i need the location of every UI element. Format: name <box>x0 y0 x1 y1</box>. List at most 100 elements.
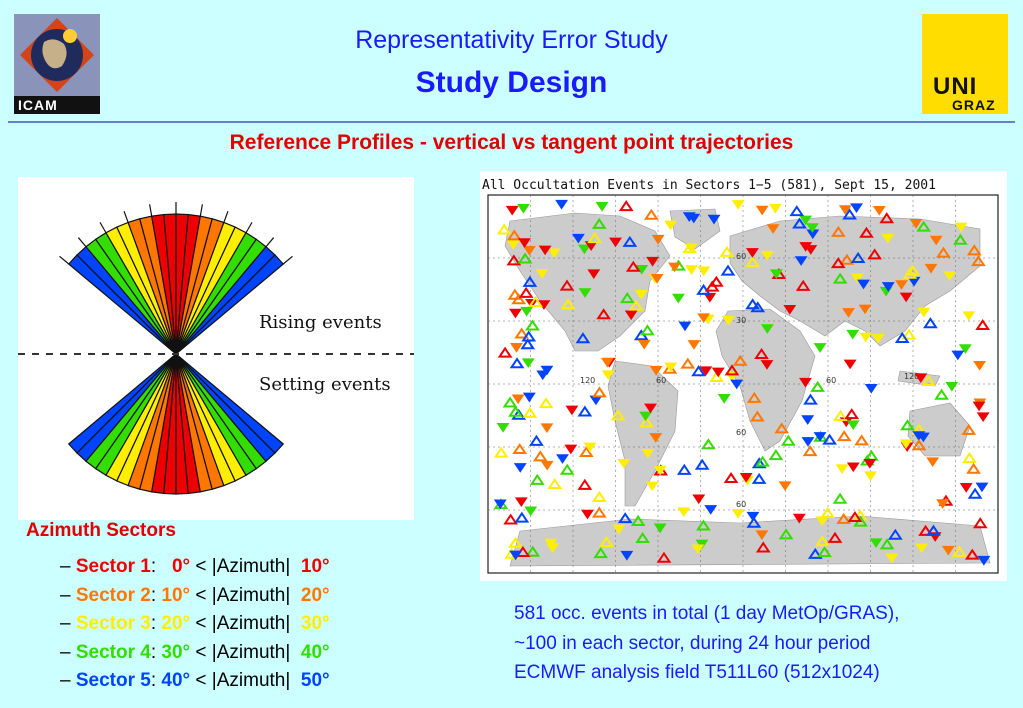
azimuth-fan-figure: Rising events Setting events <box>18 177 414 520</box>
setting-event-marker <box>804 245 818 255</box>
sector-row-3: – Sector 3: 20° < |Azimuth| 30° <box>60 613 330 634</box>
rising-event-marker <box>867 248 883 260</box>
setting-event-marker <box>801 415 815 425</box>
setting-event-marker <box>745 248 759 258</box>
rising-event-marker <box>591 490 607 502</box>
rising-event-marker <box>517 252 533 264</box>
rising-event-marker <box>522 275 538 287</box>
rising-event-marker <box>827 531 843 543</box>
setting-event-marker <box>917 307 931 318</box>
setting-event-marker <box>760 360 774 370</box>
setting-event-marker <box>941 545 955 556</box>
setting-event-marker <box>521 358 535 369</box>
setting-event-marker <box>760 250 774 261</box>
setting-event-marker <box>915 543 929 554</box>
setting-event-marker <box>895 280 908 290</box>
setting-event-marker <box>517 204 530 214</box>
sector-low: 10° <box>161 584 191 606</box>
rising-event-marker <box>844 408 860 420</box>
map-grid-label: 60 <box>736 252 746 261</box>
setting-event-marker <box>650 273 664 284</box>
sector-high: 40° <box>300 641 330 663</box>
slide-heading: Reference Profiles - vertical vs tangent… <box>229 131 794 154</box>
rising-event-marker <box>696 519 711 531</box>
azimuth-sectors-heading: Azimuth Sectors <box>26 520 176 541</box>
rising-event-marker <box>640 324 655 336</box>
rising-event-marker <box>745 256 760 268</box>
setting-event-marker <box>909 219 923 229</box>
setting-event-marker <box>624 310 638 321</box>
rising-event-marker <box>755 541 771 553</box>
setting-event-marker <box>717 393 731 404</box>
setting-event-marker <box>799 377 812 388</box>
setting-event-marker <box>850 273 864 284</box>
rising-event-marker <box>708 275 724 287</box>
rising-event-marker <box>682 242 698 254</box>
setting-event-marker <box>692 494 706 505</box>
rising-event-marker <box>528 295 543 307</box>
rising-event-marker <box>879 538 895 550</box>
rising-event-marker <box>964 548 980 560</box>
sector-list: – Sector 1: 0° < |Azimuth| 10° – Sector … <box>60 553 330 696</box>
setting-event-marker <box>755 530 769 540</box>
rising-event-marker <box>643 208 659 220</box>
rising-event-marker <box>967 487 983 499</box>
rising-event-marker <box>750 410 765 422</box>
setting-event-marker <box>976 412 990 423</box>
info-line-2: ~100 in each sector, during 24 hour peri… <box>514 632 871 654</box>
rising-event-marker <box>529 434 544 446</box>
setting-event-marker <box>571 233 585 244</box>
rising-event-marker <box>560 298 576 310</box>
rising-event-marker <box>578 446 594 458</box>
rising-event-marker <box>493 446 509 458</box>
setting-event-marker <box>739 473 753 483</box>
setting-event-marker <box>783 304 797 315</box>
sector-name: Sector 4 <box>75 641 151 663</box>
rising-event-marker <box>691 365 706 377</box>
rising-event-marker <box>778 528 794 540</box>
rising-event-marker <box>512 443 528 455</box>
globe-icon <box>20 18 94 92</box>
setting-event-marker <box>664 362 678 373</box>
setting-event-marker <box>858 304 872 315</box>
rising-event-marker <box>836 430 852 442</box>
setting-event-marker <box>682 212 696 222</box>
rising-event-marker <box>593 547 609 559</box>
setting-event-marker <box>926 457 940 468</box>
setting-event-marker <box>711 367 725 378</box>
rising-event-marker <box>916 220 932 232</box>
setting-event-marker <box>846 420 860 431</box>
rising-event-marker <box>719 245 735 257</box>
setting-event-marker <box>924 263 938 274</box>
rising-event-marker <box>532 450 548 462</box>
setting-event-marker <box>846 462 860 473</box>
info-line-1: 581 occ. events in total (1 day MetOp/GR… <box>514 603 900 624</box>
setting-event-marker <box>649 366 663 376</box>
rising-event-marker <box>508 536 523 548</box>
event-markers <box>493 199 991 566</box>
setting-event-marker <box>872 205 886 216</box>
rising-event-marker <box>975 318 991 331</box>
setting-event-marker <box>899 292 913 303</box>
rising-event-marker <box>506 229 522 241</box>
setting-event-marker <box>746 511 760 522</box>
uni-logo-text: UNI <box>933 73 978 100</box>
setting-event-marker <box>929 235 943 246</box>
sector-low: 40° <box>161 670 191 691</box>
setting-event-marker <box>556 454 569 464</box>
setting-event-marker <box>609 237 622 248</box>
rising-event-marker <box>833 409 848 421</box>
setting-event-marker <box>565 405 579 416</box>
setting-event-marker <box>510 343 523 353</box>
setting-event-marker <box>869 538 883 549</box>
rising-event-marker <box>630 514 646 526</box>
sector-name: Sector 5 <box>75 670 151 691</box>
setting-event-marker <box>581 509 594 520</box>
setting-event-marker <box>885 553 899 564</box>
setting-event-marker <box>843 359 857 370</box>
rising-event-marker <box>836 512 852 524</box>
rising-event-marker <box>529 473 545 485</box>
rising-event-marker <box>723 471 739 484</box>
setting-events-label: Setting events <box>259 374 391 395</box>
setting-sector-wedge <box>175 353 285 454</box>
